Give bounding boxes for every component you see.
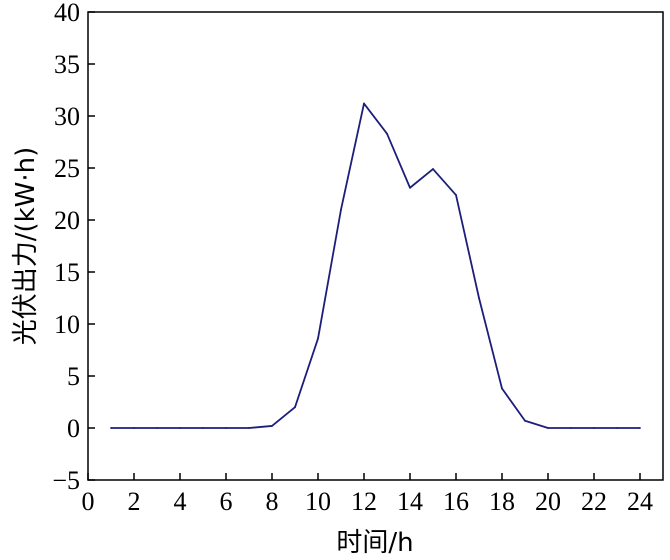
y-tick-label: 25 [54, 154, 80, 183]
y-tick-label: 0 [67, 414, 80, 443]
series-point [294, 406, 296, 409]
y-tick-label: 10 [54, 310, 80, 339]
series-point [271, 425, 273, 427]
series-point [133, 427, 135, 429]
series-point [547, 427, 549, 429]
series-point [501, 387, 503, 390]
y-tick-label: 5 [67, 362, 80, 391]
x-tick-label: 22 [581, 487, 607, 516]
series-point [570, 427, 572, 429]
series-point [156, 427, 158, 429]
x-axis: 0 2 4 6 8 10 12 14 16 18 20 22 24 [82, 473, 653, 516]
x-tick-label: 6 [220, 487, 233, 516]
y-tick-label: 30 [54, 102, 80, 131]
series-point [593, 427, 595, 429]
series-point [616, 427, 618, 429]
y-tick-label: −5 [52, 466, 80, 495]
x-tick-label: 18 [489, 487, 515, 516]
x-tick-label: 8 [266, 487, 279, 516]
series-point [340, 208, 342, 211]
series-point [202, 427, 204, 429]
x-axis-title: 时间/h [336, 528, 413, 558]
series-point [455, 194, 457, 196]
series-point [639, 427, 641, 429]
y-tick-label: 40 [54, 0, 80, 27]
series-point [432, 168, 434, 170]
y-axis: −5 0 5 10 15 20 25 30 35 40 [52, 0, 95, 495]
series-point [386, 132, 388, 135]
y-tick-label: 20 [54, 206, 80, 235]
y-tick-label: 35 [54, 50, 80, 79]
x-tick-label: 10 [305, 487, 331, 516]
series-point [317, 337, 319, 340]
y-tick-label: 15 [54, 258, 80, 287]
series-point [363, 102, 365, 105]
series-layer [110, 102, 641, 429]
series-point [248, 427, 250, 429]
x-tick-label: 16 [443, 487, 469, 516]
x-tick-label: 0 [82, 487, 95, 516]
series-point [478, 297, 480, 299]
series-point [409, 186, 411, 189]
series-point [110, 427, 112, 429]
x-tick-label: 4 [174, 487, 187, 516]
plot-frame [87, 11, 664, 481]
series-point [524, 419, 526, 422]
x-tick-label: 2 [128, 487, 141, 516]
x-tick-label: 12 [351, 487, 377, 516]
series-point [179, 427, 181, 429]
x-tick-label: 14 [397, 487, 423, 516]
y-axis-title: 光伏出力/(kW·h) [11, 147, 41, 346]
x-tick-label: 20 [535, 487, 561, 516]
x-tick-label: 24 [627, 487, 653, 516]
series-line-0 [111, 102, 640, 429]
series-point [225, 427, 227, 429]
